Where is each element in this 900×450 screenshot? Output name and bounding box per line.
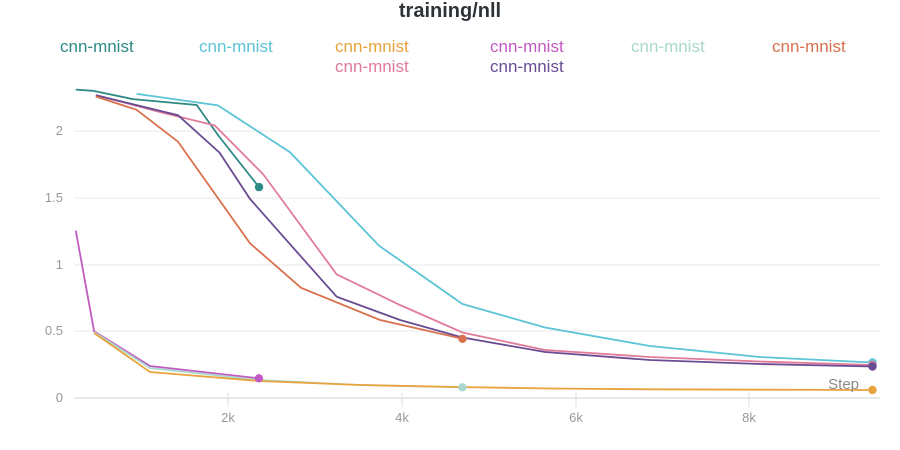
svg-text:1: 1 [56, 257, 63, 272]
svg-text:6k: 6k [569, 410, 583, 425]
svg-text:1.5: 1.5 [45, 190, 63, 205]
svg-text:2: 2 [56, 123, 63, 138]
svg-text:8k: 8k [742, 410, 756, 425]
svg-text:0.5: 0.5 [45, 323, 63, 338]
svg-text:4k: 4k [395, 410, 409, 425]
svg-text:0: 0 [56, 390, 63, 405]
svg-text:Step: Step [828, 376, 859, 393]
svg-text:2k: 2k [221, 410, 235, 425]
